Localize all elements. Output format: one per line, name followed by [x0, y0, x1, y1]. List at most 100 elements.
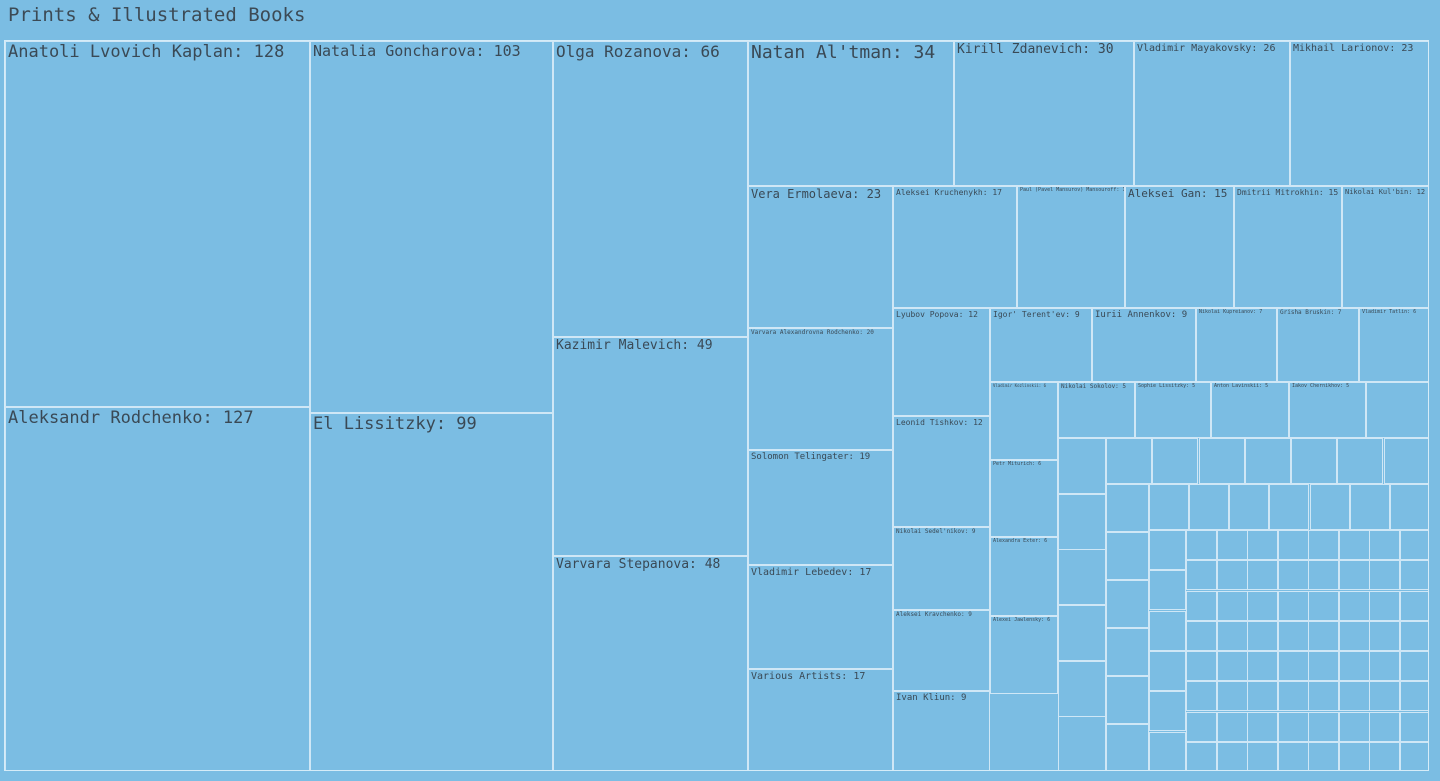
treemap-cell-small	[1058, 716, 1106, 770]
treemap-cell-small	[1217, 560, 1248, 590]
treemap-cell-small	[1186, 621, 1217, 651]
treemap-cell-small	[1186, 681, 1217, 711]
treemap-cell-small	[1217, 681, 1248, 711]
treemap-cell-small	[1186, 560, 1217, 590]
treemap-cell-small	[1384, 438, 1428, 484]
treemap-cell-label: Lyubov Popova: 12	[896, 310, 978, 319]
treemap-cell-vladimir-kozlinskii: Vladimir Kozlinskii: 6	[990, 382, 1058, 460]
treemap-cell-small	[1339, 712, 1370, 742]
treemap-cell-small	[1106, 724, 1149, 770]
treemap-cell-small	[1339, 651, 1370, 681]
treemap-cell-small	[1339, 591, 1370, 621]
treemap-cell-aleksei-kruchenykh: Aleksei Kruchenykh: 17	[893, 186, 1017, 308]
treemap-cell-lyubov-popova: Lyubov Popova: 12	[893, 308, 990, 416]
treemap-cell-small	[1278, 560, 1309, 590]
treemap-cell-small	[1217, 712, 1248, 742]
treemap-cell-small	[1247, 621, 1278, 651]
treemap-cell-small	[1369, 621, 1400, 651]
treemap-cell-small	[1186, 712, 1217, 742]
treemap-cell-small	[1149, 732, 1186, 770]
treemap-cell-nikolai-kul-bin: Nikolai Kul'bin: 12	[1342, 186, 1428, 308]
treemap-cell-label: Leonid Tishkov: 12	[896, 418, 983, 427]
treemap-cell-small	[1152, 438, 1198, 484]
treemap-cell-small	[1247, 651, 1278, 681]
treemap-cell-small	[1058, 605, 1106, 661]
treemap-cell-label: Dmitrii Mitrokhin: 15	[1237, 188, 1339, 197]
treemap-cell-small	[1369, 681, 1400, 711]
treemap-cell-small	[1229, 484, 1269, 530]
treemap-cell-label: Sophie Lissitzky: 5	[1138, 383, 1196, 389]
treemap-cell-label: Varvara Alexandrovna Rodchenko: 20	[751, 329, 874, 336]
treemap-cell-olga-rozanova: Olga Rozanova: 66	[553, 41, 748, 337]
treemap-cell-label: Anton Lavinskii: 5	[1214, 383, 1269, 389]
treemap-cell-label: Nikolai Kul'bin: 12	[1345, 188, 1426, 196]
treemap-cell-grisha-bruskin: Grisha Bruskin: 7	[1277, 308, 1359, 382]
treemap-cell-small	[1269, 484, 1309, 530]
treemap-cell-label: Anatoli Lvovich Kaplan: 128	[8, 42, 285, 62]
treemap-cell-small	[1058, 438, 1106, 494]
treemap-cell-small	[1369, 560, 1400, 590]
treemap-area: Anatoli Lvovich Kaplan: 128 Aleksandr Rod…	[4, 40, 1429, 771]
treemap-cell-small	[1308, 621, 1339, 651]
treemap-cell-label: Natalia Goncharova: 103	[313, 42, 521, 60]
treemap-cell-small	[1217, 530, 1248, 560]
treemap-cell-label: Aleksei Kravchenko: 9	[896, 611, 972, 618]
treemap-cell-nikolai-sokolov: Nikolai Sokolov: 5	[1058, 382, 1135, 438]
treemap-cell-label: Alexei Jawlensky: 6	[993, 617, 1051, 623]
treemap-cell-small	[1217, 591, 1248, 621]
treemap-cell-small	[1058, 549, 1106, 605]
treemap-cell-small	[1058, 494, 1106, 550]
treemap-cell-small	[1308, 591, 1339, 621]
treemap-cell-mikhail-larionov: Mikhail Larionov: 23	[1290, 41, 1428, 186]
treemap-cell-aleksandr-rodchenko: Aleksandr Rodchenko: 127	[5, 407, 310, 770]
treemap-cell-small	[1247, 530, 1278, 560]
treemap-cell-label: Nikolai Sedel'nikov: 9	[896, 528, 976, 535]
treemap-cell-small	[1308, 681, 1339, 711]
treemap-cell-label: Vladimir Mayakovsky: 26	[1137, 43, 1276, 54]
treemap-cell-small	[1308, 560, 1339, 590]
treemap-cell-label: Solomon Telingater: 19	[751, 452, 871, 462]
treemap-cell-small	[1106, 580, 1149, 628]
treemap-cell-small	[1400, 681, 1428, 711]
treemap-cell-natalia-goncharova: Natalia Goncharova: 103	[310, 41, 553, 413]
treemap-cell-small	[1366, 382, 1428, 438]
treemap-cell-small	[1400, 591, 1428, 621]
treemap-cell-small	[1149, 611, 1186, 651]
treemap-cell-igor-terent-ev: Igor' Terent'ev: 9	[990, 308, 1092, 382]
treemap-cell-small	[1278, 530, 1309, 560]
treemap-cell-small	[1369, 591, 1400, 621]
treemap-cell-label: Mikhail Larionov: 23	[1293, 43, 1414, 54]
treemap-cell-small	[1339, 621, 1370, 651]
treemap-cell-small	[1278, 621, 1309, 651]
treemap-cell-small	[1106, 676, 1149, 724]
treemap-cell-iakov-chernikhov: Iakov Chernikhov: 5	[1289, 382, 1366, 438]
treemap-cell-petr-miturich: Petr Miturich: 6	[990, 460, 1058, 537]
treemap-cell-el-lissitzky: El Lissitzky: 99	[310, 413, 553, 770]
treemap-cell-small	[1278, 681, 1309, 711]
treemap-cell-kazimir-malevich: Kazimir Malevich: 49	[553, 337, 748, 556]
treemap-cell-iurii-annenkov: Iurii Annenkov: 9	[1092, 308, 1196, 382]
treemap-cell-small	[1339, 560, 1370, 590]
treemap-cell-nikolai-sedel-nikov: Nikolai Sedel'nikov: 9	[893, 527, 990, 610]
treemap-cell-paul-pavel-mansurov-mansouroff: Paul (Pavel Mansurov) Mansouroff: 15	[1017, 186, 1125, 308]
treemap-cell-small	[1149, 691, 1186, 731]
treemap-cell-small	[1400, 621, 1428, 651]
treemap-cell-small	[1339, 530, 1370, 560]
treemap-cell-vladimir-tatlin: Vladimir Tatlin: 6	[1359, 308, 1428, 382]
treemap-cell-small	[1308, 742, 1339, 770]
treemap-cell-varvara-alexandrovna-rodchenko: Varvara Alexandrovna Rodchenko: 20	[748, 328, 893, 450]
treemap-cell-label: Vera Ermolaeva: 23	[751, 187, 882, 201]
treemap-cell-small	[1278, 712, 1309, 742]
treemap-cell-small	[1247, 681, 1278, 711]
treemap-cell-small	[1278, 591, 1309, 621]
treemap-cell-small	[1247, 712, 1278, 742]
treemap-cell-label: Petr Miturich: 6	[993, 461, 1042, 467]
treemap-cell-small	[1186, 591, 1217, 621]
treemap-cell-small	[1369, 712, 1400, 742]
treemap-cell-small	[1369, 651, 1400, 681]
treemap-cell-nikolai-kupreianov: Nikolai Kupreianov: 7	[1196, 308, 1277, 382]
treemap-cell-label: Iurii Annenkov: 9	[1095, 310, 1188, 320]
treemap-cell-small	[1186, 742, 1217, 770]
treemap-cell-small	[1217, 742, 1248, 770]
treemap-cell-various-artists: Various Artists: 17	[748, 669, 893, 770]
